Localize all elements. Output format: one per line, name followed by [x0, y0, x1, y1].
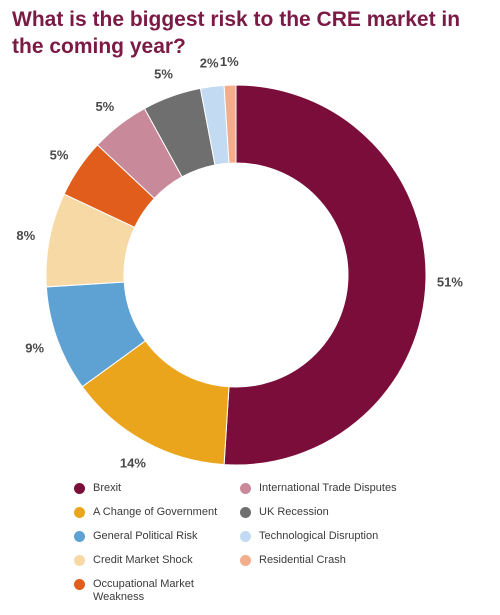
legend-item-residential-crash: Residential Crash: [240, 554, 480, 578]
legend-label: A Change of Government: [93, 506, 218, 518]
legend-item-brexit: Brexit: [74, 482, 234, 506]
legend-swatch: [74, 507, 85, 518]
legend-label: International Trade Disputes: [259, 482, 397, 494]
chart-legend: Brexit A Change of Government General Poli…: [74, 482, 494, 603]
legend-swatch: [240, 507, 251, 518]
legend-item-technological-disruption: Technological Disruption: [240, 530, 480, 554]
donut-slices: [45, 84, 427, 466]
value-label-credit-market-shock: 8%: [16, 228, 35, 243]
value-label-uk-recession: 5%: [154, 67, 173, 82]
legend-label: Occupational Market Weakness: [93, 578, 194, 603]
value-label-brexit: 51%: [437, 275, 463, 290]
legend-swatch: [240, 531, 251, 542]
legend-item-credit-market-shock: Credit Market Shock: [74, 554, 234, 578]
legend-swatch: [74, 555, 85, 566]
value-label-international-trade-disputes: 5%: [95, 99, 114, 114]
legend-swatch: [74, 579, 85, 590]
legend-label: Credit Market Shock: [93, 554, 193, 566]
legend-swatch: [240, 483, 251, 494]
legend-label: Residential Crash: [259, 554, 346, 566]
legend-swatch: [240, 555, 251, 566]
legend-item-international-trade-disputes: International Trade Disputes: [240, 482, 480, 506]
value-label-residential-crash: 1%: [220, 54, 239, 69]
value-label-a-change-of-government: 14%: [120, 456, 146, 471]
legend-swatch: [74, 531, 85, 542]
slice-brexit: [223, 84, 427, 466]
legend-label: Brexit: [93, 482, 122, 494]
value-label-general-political-risk: 9%: [25, 340, 44, 355]
slice-residential-crash: [223, 84, 237, 164]
legend-label: Technological Disruption: [259, 530, 379, 542]
legend-label: UK Recession: [259, 506, 329, 518]
legend-item-general-political-risk: General Political Risk: [74, 530, 234, 554]
value-label-technological-disruption: 2%: [200, 56, 219, 71]
legend-item-uk-recession: UK Recession: [240, 506, 480, 530]
slice-value-labels: 51% 14% 9% 8% 5% 5% 5% 2% 1%: [16, 54, 463, 470]
legend-item-a-change-of-government: A Change of Government: [74, 506, 234, 530]
value-label-occupational-market-weakness: 5%: [50, 148, 69, 163]
chart-title: What is the biggest risk to the CRE mark…: [12, 8, 461, 58]
legend-swatch: [74, 483, 85, 494]
legend-label: General Political Risk: [93, 530, 198, 542]
legend-item-occupational-market-weakness: Occupational Market Weakness: [74, 578, 234, 603]
